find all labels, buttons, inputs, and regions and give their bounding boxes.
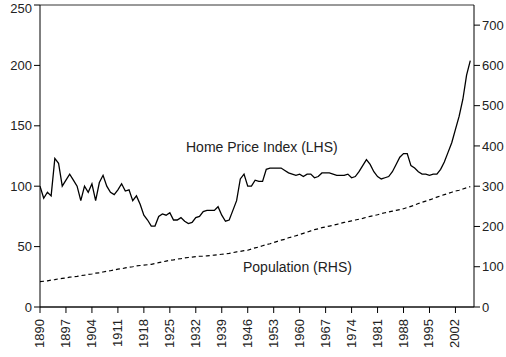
svg-text:200: 200 bbox=[482, 219, 498, 234]
svg-text:1995: 1995 bbox=[421, 319, 436, 348]
svg-text:1974: 1974 bbox=[344, 319, 359, 348]
svg-text:300: 300 bbox=[482, 179, 498, 194]
svg-text:400: 400 bbox=[482, 139, 498, 154]
svg-text:0: 0 bbox=[482, 300, 489, 315]
svg-text:1932: 1932 bbox=[188, 319, 203, 348]
svg-text:50: 50 bbox=[18, 239, 32, 254]
svg-text:1967: 1967 bbox=[318, 319, 333, 348]
svg-text:1897: 1897 bbox=[58, 319, 73, 348]
svg-text:100: 100 bbox=[482, 259, 498, 274]
svg-text:1890: 1890 bbox=[32, 319, 47, 348]
svg-text:1925: 1925 bbox=[162, 319, 177, 348]
svg-text:100: 100 bbox=[10, 179, 32, 194]
svg-text:1939: 1939 bbox=[214, 319, 229, 348]
svg-text:250: 250 bbox=[10, 1, 32, 16]
svg-text:1918: 1918 bbox=[136, 319, 151, 348]
svg-text:1911: 1911 bbox=[110, 319, 125, 347]
svg-text:0: 0 bbox=[25, 300, 32, 315]
svg-text:1946: 1946 bbox=[240, 319, 255, 348]
svg-text:600: 600 bbox=[482, 58, 498, 73]
svg-text:2002: 2002 bbox=[447, 319, 462, 348]
svg-text:1960: 1960 bbox=[292, 319, 307, 348]
svg-text:200: 200 bbox=[10, 58, 32, 73]
svg-text:150: 150 bbox=[10, 118, 32, 133]
svg-text:1953: 1953 bbox=[266, 319, 281, 348]
svg-text:1981: 1981 bbox=[370, 319, 385, 348]
svg-text:700: 700 bbox=[482, 18, 498, 33]
svg-text:1904: 1904 bbox=[84, 319, 99, 348]
html-text:Home Price Index (LHS): Home Price Index (LHS) bbox=[186, 139, 338, 155]
svg-text:500: 500 bbox=[482, 98, 498, 113]
svg-text:1988: 1988 bbox=[396, 319, 411, 348]
html-text:Population (RHS): Population (RHS) bbox=[243, 259, 352, 275]
